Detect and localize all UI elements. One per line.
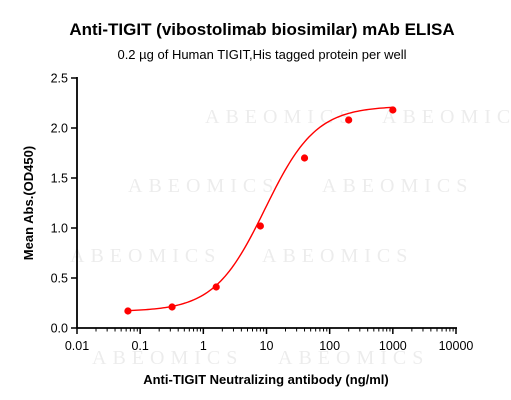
y-tick-label: 2.0 <box>51 122 68 136</box>
y-tick-label: 1.0 <box>51 222 68 236</box>
data-point <box>256 222 264 230</box>
fit-layer <box>127 106 393 312</box>
watermark-text: ABEOMICS <box>70 245 221 267</box>
x-tick-label: 10000 <box>439 339 474 353</box>
y-axis-label: Mean Abs.(OD450) <box>21 146 36 260</box>
chart-subtitle: 0.2 µg of Human TIGIT,His tagged protein… <box>117 47 406 62</box>
data-point <box>168 303 176 311</box>
x-axis-label: Anti-TIGIT Neutralizing antibody (ng/ml) <box>143 372 389 387</box>
y-tick-label: 0.0 <box>51 322 68 336</box>
data-point <box>300 154 309 162</box>
data-point <box>389 106 397 114</box>
axes: 0.0 0.5 1.0 1.5 2.0 2.5 0.01 0.1 1 10 100 1000 10000 <box>51 72 474 354</box>
data-point <box>345 116 353 124</box>
chart-title: Anti-TIGIT (vibostolimab biosimilar) mAb… <box>69 20 454 39</box>
watermark-text: ABEOMICS <box>382 106 511 128</box>
data-point <box>212 283 220 291</box>
x-tick-label: 0.01 <box>65 339 89 353</box>
fit-curve <box>127 106 393 312</box>
watermarks: ABEOMICS ABEOMICS ABEOMICS ABEOMICS ABEOMICS… <box>70 106 511 369</box>
watermark-text: ABEOMICS <box>278 347 429 369</box>
x-tick-label: 0.1 <box>131 339 148 353</box>
watermark-text: ABEOMICS <box>92 347 243 369</box>
points-layer <box>124 106 397 315</box>
x-tick-label: 1000 <box>379 339 407 353</box>
watermark-text: ABEOMICS <box>262 245 413 267</box>
watermark-text: ABEOMICS <box>322 175 473 197</box>
x-tick-label: 10 <box>260 339 274 353</box>
watermark-text: ABEOMICS <box>205 106 356 128</box>
y-tick-label: 1.5 <box>51 172 68 186</box>
y-tick-label: 0.5 <box>51 272 68 286</box>
data-point <box>124 307 132 315</box>
x-tick-label: 1 <box>200 339 207 353</box>
x-tick-label: 100 <box>319 339 340 353</box>
watermark-text: ABEOMICS <box>128 175 279 197</box>
y-tick-label: 2.5 <box>51 72 68 86</box>
